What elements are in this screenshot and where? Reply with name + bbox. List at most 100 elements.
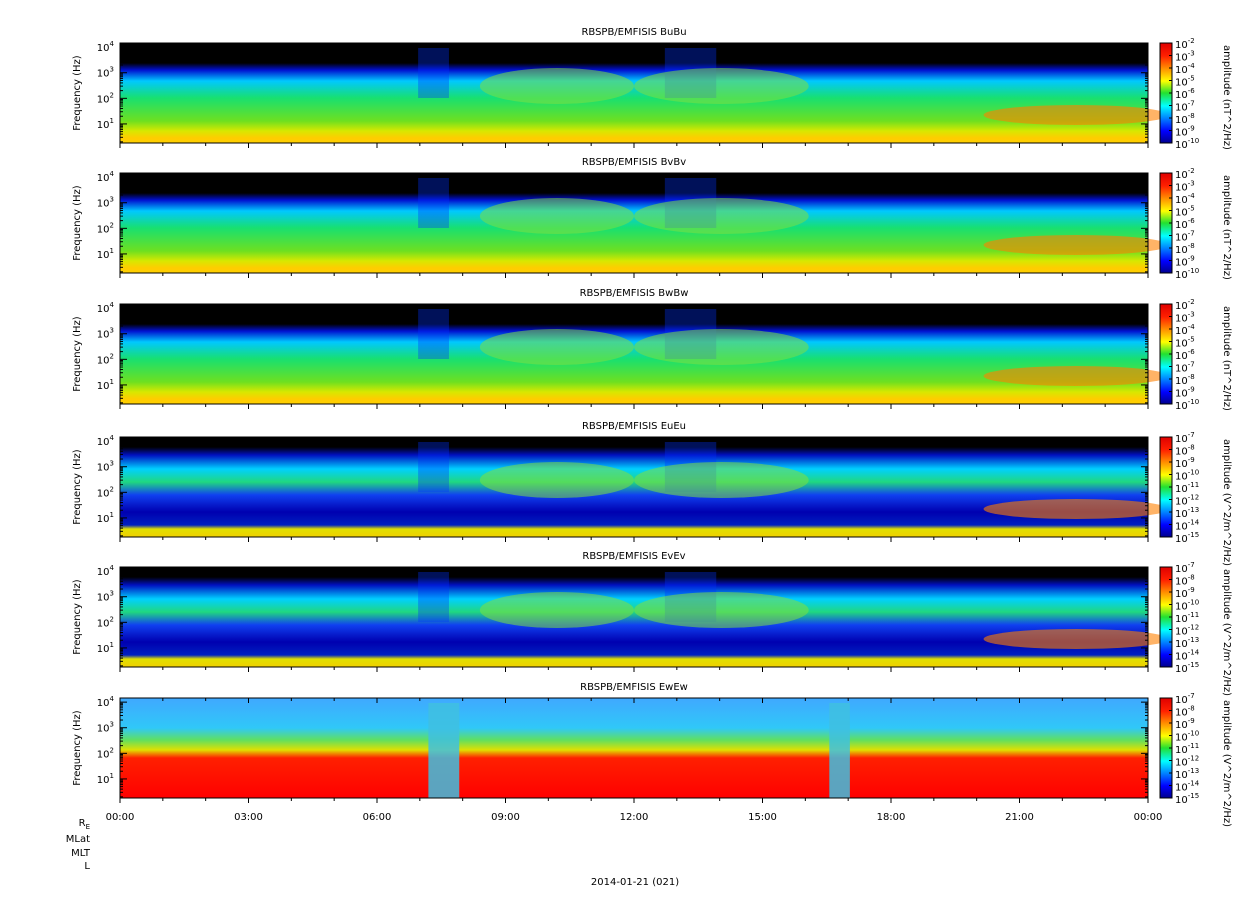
colorbar-tick-label: 10-6 (1175, 217, 1195, 231)
ephemeris-label: L (84, 861, 90, 872)
y-tick-label: 104 (97, 301, 115, 315)
y-axis-label: Frequency (Hz) (72, 185, 83, 261)
x-tick-label: 18:00 (877, 812, 906, 823)
y-tick-label: 102 (97, 221, 114, 235)
spectrogram-feature (418, 442, 449, 492)
spectrogram-feature (634, 462, 809, 498)
colorbar-tick-label: 10-8 (1175, 112, 1195, 126)
spectrogram-feature (428, 703, 460, 798)
spectrogram-image (120, 43, 1148, 143)
colorbar-tick-label: 10-15 (1175, 531, 1199, 545)
colorbar-tick-label: 10-8 (1175, 242, 1195, 256)
colorbar-tick-label: 10-4 (1175, 323, 1195, 337)
ephemeris-label: RE (79, 818, 90, 831)
y-axis-label: Frequency (Hz) (72, 55, 83, 131)
x-tick-label: 00:00 (106, 812, 135, 823)
spectrogram-image (120, 567, 1148, 667)
colorbar-tick-label: 10-8 (1175, 574, 1195, 588)
colorbar-tick-label: 10-14 (1175, 649, 1200, 663)
colorbar-tick-label: 10-8 (1175, 705, 1195, 719)
colorbar-tick-label: 10-12 (1175, 624, 1199, 638)
y-axis-label: Frequency (Hz) (72, 449, 83, 525)
spectrogram-feature (634, 592, 809, 628)
y-tick-label: 102 (97, 485, 114, 499)
colorbar-tick-label: 10-6 (1175, 348, 1195, 362)
colorbar-tick-label: 10-10 (1175, 398, 1199, 412)
colorbar-tick-label: 10-10 (1175, 730, 1199, 744)
ephemeris-label: MLat (66, 834, 90, 845)
colorbar-tick-label: 10-14 (1175, 519, 1200, 533)
colorbar-tick-label: 10-7 (1175, 431, 1195, 445)
colorbar-tick-label: 10-2 (1175, 298, 1195, 312)
colorbar-tick-label: 10-9 (1175, 125, 1195, 139)
colorbar-label: amplitude (nT^2/Hz) (1221, 175, 1232, 280)
colorbar-tick-label: 10-15 (1175, 792, 1199, 806)
colorbar-tick-label: 10-3 (1175, 50, 1195, 64)
colorbar-tick-label: 10-5 (1175, 75, 1195, 89)
colorbar-tick-label: 10-7 (1175, 692, 1195, 706)
colorbar-tick-label: 10-11 (1175, 742, 1199, 756)
colorbar-tick-label: 10-14 (1175, 780, 1200, 794)
y-axis-label: Frequency (Hz) (72, 316, 83, 392)
date-label: 2014-01-21 (021) (591, 877, 679, 888)
x-tick-label: 03:00 (234, 812, 263, 823)
colorbar-tick-label: 10-7 (1175, 230, 1195, 244)
spectrogram-feature (634, 329, 809, 365)
spectrogram-image (120, 437, 1148, 537)
colorbar-tick-label: 10-5 (1175, 205, 1195, 219)
colorbar-tick-label: 10-2 (1175, 37, 1195, 51)
colorbar-tick-label: 10-7 (1175, 361, 1195, 375)
colorbar-tick-label: 10-10 (1175, 599, 1199, 613)
spectrogram-feature (418, 309, 449, 359)
y-axis-label: Frequency (Hz) (72, 579, 83, 655)
colorbar-tick-label: 10-9 (1175, 386, 1195, 400)
y-tick-label: 103 (97, 196, 114, 210)
colorbar-tick-label: 10-13 (1175, 506, 1199, 520)
panel-title: RBSPB/EMFISIS BvBv (582, 157, 686, 168)
colorbar-tick-label: 10-9 (1175, 255, 1195, 269)
spectrogram-feature (479, 198, 634, 234)
colorbar-tick-label: 10-5 (1175, 336, 1195, 350)
spectrogram-feature (983, 235, 1169, 255)
colorbar-tick-label: 10-11 (1175, 481, 1199, 495)
colorbar-tick-label: 10-12 (1175, 755, 1199, 769)
y-tick-label: 103 (97, 460, 114, 474)
x-tick-label: 06:00 (363, 812, 392, 823)
colorbar-tick-label: 10-13 (1175, 636, 1199, 650)
x-tick-label: 21:00 (1005, 812, 1034, 823)
y-tick-label: 103 (97, 66, 114, 80)
x-tick-label: 12:00 (620, 812, 649, 823)
colorbar-tick-label: 10-3 (1175, 180, 1195, 194)
colorbar-label: amplitude (V^2/m^2/Hz) (1221, 439, 1232, 566)
colorbar-tick-label: 10-15 (1175, 661, 1199, 675)
colorbar-tick-label: 10-7 (1175, 561, 1195, 575)
y-tick-label: 104 (97, 40, 115, 54)
spectrogram-feature (418, 48, 449, 98)
y-tick-label: 101 (97, 511, 114, 525)
colorbar-label: amplitude (V^2/m^2/Hz) (1221, 700, 1232, 827)
colorbar-tick-label: 10-12 (1175, 494, 1199, 508)
colorbar-tick-label: 10-4 (1175, 62, 1195, 76)
spectrogram-feature (634, 68, 809, 104)
spectrogram-feature (983, 629, 1169, 649)
colorbar-tick-label: 10-10 (1175, 137, 1199, 151)
panel-title: RBSPB/EMFISIS BuBu (581, 27, 686, 38)
y-tick-label: 104 (97, 170, 115, 184)
spectrogram-feature (418, 572, 449, 622)
colorbar-tick-label: 10-9 (1175, 717, 1195, 731)
y-tick-label: 101 (97, 117, 114, 131)
spectrogram-feature (983, 499, 1169, 519)
ephemeris-label: MLT (71, 848, 91, 859)
y-tick-label: 102 (97, 615, 114, 629)
panel-title: RBSPB/EMFISIS EwEw (580, 682, 688, 693)
y-tick-label: 102 (97, 746, 114, 760)
colorbar-tick-label: 10-11 (1175, 611, 1199, 625)
x-tick-label: 09:00 (491, 812, 520, 823)
spectrogram-image (120, 698, 1148, 798)
colorbar-tick-label: 10-8 (1175, 444, 1195, 458)
spectrogram-feature (479, 68, 634, 104)
spectrogram-image (120, 173, 1148, 273)
y-tick-label: 101 (97, 641, 114, 655)
y-tick-label: 101 (97, 378, 114, 392)
